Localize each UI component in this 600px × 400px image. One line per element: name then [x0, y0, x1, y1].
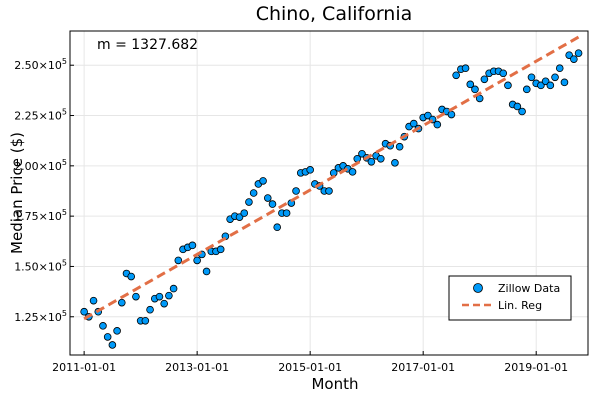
data-point	[80, 307, 88, 316]
data-point	[461, 64, 470, 73]
y-tick-label: 1.75×105	[14, 208, 67, 223]
data-point	[132, 292, 140, 301]
data-point	[89, 296, 98, 305]
data-point	[268, 200, 277, 208]
y-tick-label: 1.50×105	[14, 258, 67, 273]
data-point	[113, 327, 121, 335]
data-point	[165, 291, 173, 300]
x-tick-label: 2017-01-01	[391, 361, 455, 374]
data-point	[358, 149, 366, 158]
data-point	[546, 81, 555, 90]
data-point	[499, 69, 508, 78]
data-point	[409, 119, 418, 128]
data-point	[99, 322, 107, 330]
data-point	[447, 110, 456, 119]
data-point	[202, 267, 211, 276]
legend: Zillow Data Lin. Reg	[448, 275, 572, 321]
data-point	[263, 194, 272, 202]
data-point	[527, 73, 536, 82]
data-point	[376, 154, 385, 163]
data-point	[574, 49, 583, 57]
data-point	[518, 107, 526, 116]
data-point	[245, 198, 253, 206]
data-point	[174, 256, 183, 265]
data-point	[141, 316, 150, 325]
data-point	[395, 142, 404, 151]
data-point	[466, 80, 475, 89]
legend-label-zillow-data: Zillow Data	[498, 282, 560, 295]
data-point	[433, 120, 442, 129]
data-point	[160, 299, 168, 308]
x-tick-label: 2019-01-01	[504, 361, 568, 374]
data-point	[513, 102, 522, 111]
data-point	[259, 177, 267, 185]
y-tick-label: 2.25×105	[14, 108, 67, 123]
data-point	[273, 223, 282, 232]
chart-title: Chino, California	[256, 3, 413, 25]
data-point	[306, 166, 314, 174]
legend-box	[448, 275, 572, 321]
axis-ticks: 2011-01-01 2013-01-01 2015-01-01 2017-01-01…	[14, 57, 568, 374]
data-point	[155, 292, 164, 301]
data-point	[452, 71, 460, 80]
y-axis-label: Median Price ($)	[8, 132, 26, 254]
plot-frame	[69, 30, 589, 356]
x-tick-label: 2013-01-01	[165, 361, 229, 374]
data-point	[216, 245, 225, 254]
data-point	[188, 241, 197, 250]
regression-line	[83, 35, 580, 321]
data-point	[235, 213, 244, 221]
data-point	[249, 189, 258, 197]
data-point	[367, 158, 376, 166]
data-point	[292, 187, 300, 195]
data-point	[424, 111, 432, 120]
data-point	[108, 341, 117, 349]
y-tick-label: 2.00×105	[14, 158, 67, 173]
x-tick-label: 2015-01-01	[278, 361, 342, 374]
data-point	[471, 85, 479, 94]
data-point	[348, 168, 357, 176]
slope-annotation: m = 1327.682	[97, 37, 198, 53]
data-point	[537, 81, 545, 90]
data-point	[118, 298, 126, 307]
data-point	[551, 73, 559, 82]
data-point	[127, 272, 136, 281]
data-point	[560, 78, 569, 87]
x-axis-label: Month	[311, 375, 358, 393]
data-point	[103, 333, 112, 341]
data-point	[193, 256, 201, 265]
data-point	[240, 209, 249, 217]
data-point	[522, 85, 531, 94]
data-point	[570, 55, 578, 63]
data-point	[146, 305, 154, 314]
data-point	[325, 187, 333, 195]
data-point	[169, 284, 178, 293]
data-point	[541, 77, 550, 86]
data-point	[480, 75, 489, 84]
data-point	[282, 209, 291, 217]
data-layer	[80, 35, 583, 349]
grid-lines	[70, 31, 588, 355]
data-point	[391, 159, 399, 167]
data-point	[565, 51, 573, 59]
data-point	[555, 64, 564, 73]
y-tick-label: 2.50×105	[14, 57, 67, 72]
data-point	[504, 81, 512, 90]
y-tick-label: 1.25×105	[14, 309, 67, 324]
legend-marker-zillow-data	[473, 283, 483, 293]
legend-label-lin-reg: Lin. Reg	[498, 299, 542, 312]
x-tick-label: 2011-01-01	[52, 361, 116, 374]
